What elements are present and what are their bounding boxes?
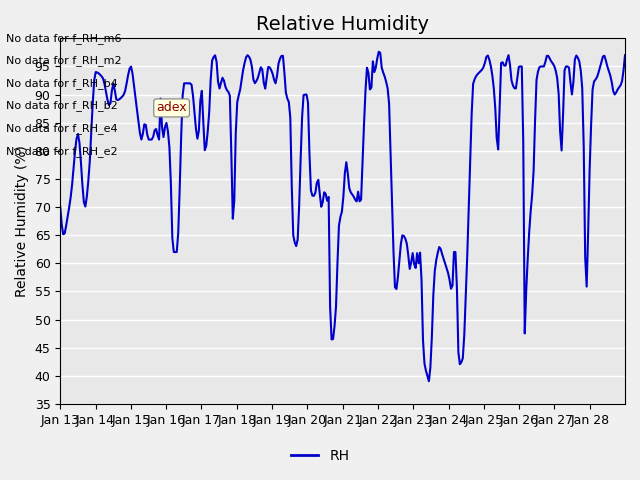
Text: No data for f_RH_e4: No data for f_RH_e4 [6, 123, 118, 134]
Text: No data for f_RH_e2: No data for f_RH_e2 [6, 145, 118, 156]
Title: Relative Humidity: Relative Humidity [256, 15, 429, 34]
Text: No data for f_RH_b4: No data for f_RH_b4 [6, 78, 118, 89]
Text: adex: adex [156, 101, 187, 114]
Text: No data for f_RH_b2: No data for f_RH_b2 [6, 100, 118, 111]
Y-axis label: Relative Humidity (%): Relative Humidity (%) [15, 145, 29, 297]
Text: No data for f_RH_m2: No data for f_RH_m2 [6, 55, 122, 66]
Text: No data for f_RH_m6: No data for f_RH_m6 [6, 33, 122, 44]
Legend: RH: RH [285, 443, 355, 468]
